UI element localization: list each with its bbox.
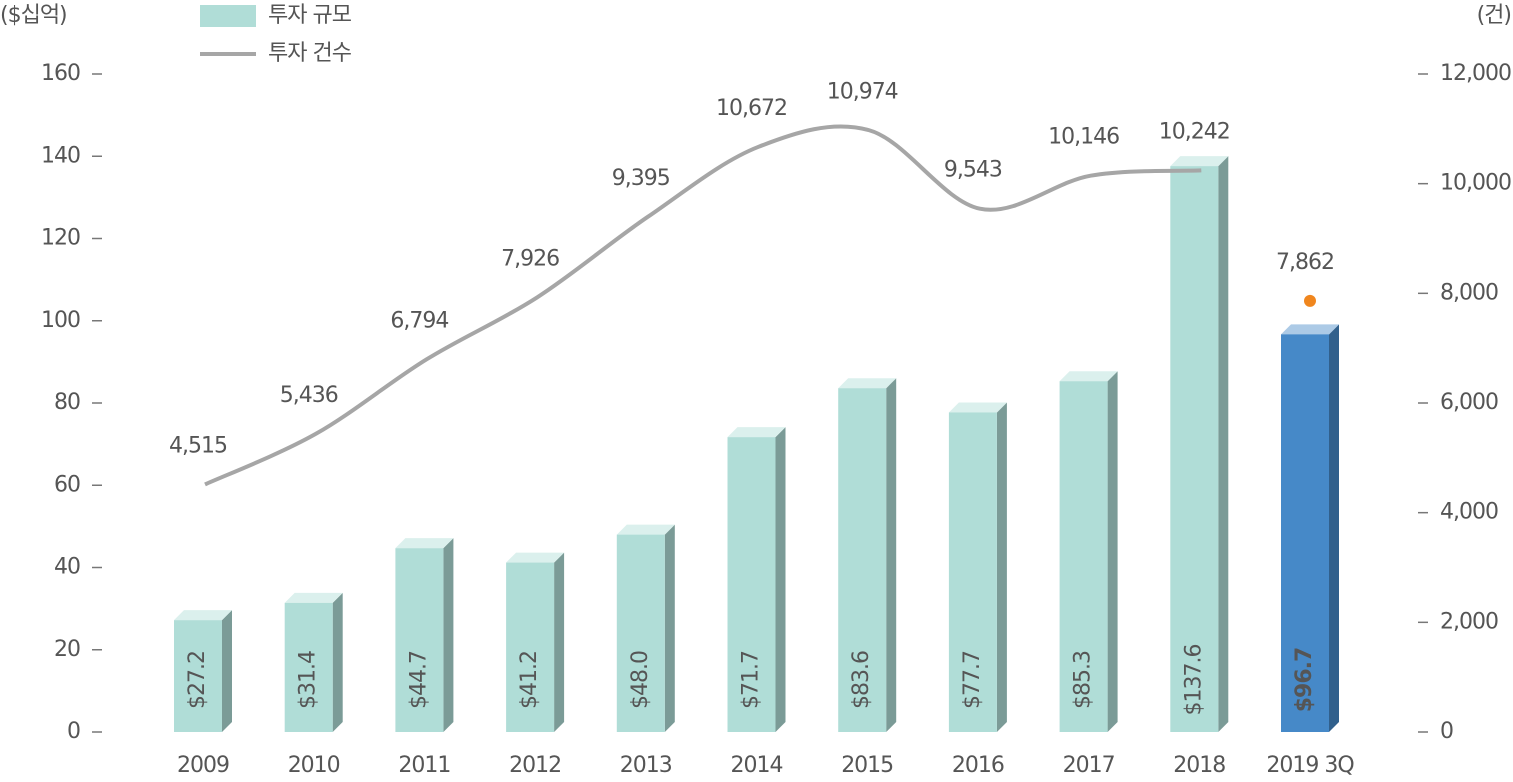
bar-side (222, 610, 232, 732)
y-tick-label: 80 (54, 390, 80, 415)
bar-value-label: $83.6 (849, 651, 874, 709)
x-tick-label: 2017 (1063, 753, 1115, 778)
y-tick-label: 120 (41, 226, 80, 251)
y2-tick-label: 10,000 (1440, 171, 1511, 196)
x-tick-label: 2016 (952, 753, 1004, 778)
legend-label: 투자 규모 (268, 3, 352, 28)
bar (174, 620, 222, 732)
y2-tick-label: 4,000 (1440, 500, 1498, 525)
x-tick-label: 2011 (398, 753, 450, 778)
y-tick-label: 0 (67, 719, 80, 744)
bar-top (506, 552, 565, 563)
bar (1281, 334, 1329, 732)
y-tick-label: 160 (41, 61, 80, 86)
line-value-label: 10,242 (1159, 119, 1230, 144)
legend-swatch (200, 5, 256, 27)
line (204, 124, 1202, 487)
bar-side (996, 402, 1007, 732)
bar-value-label: $96.7 (1292, 648, 1317, 713)
bar-side (554, 552, 565, 732)
x-tick-label: 2013 (620, 753, 672, 778)
bar-top (174, 610, 232, 621)
y-tick-label: 20 (54, 637, 80, 662)
bar-value-label: $27.2 (185, 651, 210, 709)
bar (284, 602, 333, 732)
bar (506, 562, 555, 732)
x-tick-label: 2010 (288, 753, 340, 778)
line-value-label: 10,672 (716, 96, 787, 121)
bar-top (1281, 324, 1339, 335)
legend-label: 투자 건수 (268, 41, 352, 66)
bar-value-label: $77.7 (960, 651, 985, 709)
x-tick-label: 2014 (731, 753, 783, 778)
y-tick-label: 40 (54, 555, 80, 580)
bar-value-label: $71.7 (739, 651, 764, 709)
bar-side (886, 378, 897, 732)
bar-value-label: $48.0 (628, 651, 653, 709)
y2-tick-label: 12,000 (1440, 61, 1511, 86)
bar-side (332, 592, 343, 732)
bar-value-label: $31.4 (296, 651, 321, 709)
bar-top (727, 427, 786, 438)
y2-tick-label: 2,000 (1440, 609, 1498, 634)
y-axis-label: ($십억) (0, 3, 67, 28)
y-tick-label: 60 (54, 472, 80, 497)
bar-side (664, 524, 675, 732)
line-value-label: 9,543 (944, 158, 1002, 183)
bar-top (838, 378, 897, 389)
bar (1170, 166, 1219, 732)
y2-tick-label: 8,000 (1440, 280, 1498, 305)
y-tick-label: 140 (41, 143, 80, 168)
highlight-point (1304, 294, 1316, 307)
bar-top (1170, 156, 1229, 167)
bar-value-label: $85.3 (1071, 651, 1096, 709)
bar (838, 388, 887, 732)
bar-value-label: $44.7 (406, 651, 431, 709)
y2-tick-label: 0 (1440, 719, 1453, 744)
line-value-label: 9,395 (612, 166, 670, 191)
bar (616, 534, 665, 732)
line-value-label: 5,436 (280, 383, 338, 408)
x-tick-label: 2012 (509, 753, 561, 778)
bar (395, 548, 444, 732)
y2-axis-label: (건) (1477, 3, 1511, 28)
bar-side (1329, 324, 1339, 732)
bar-top (948, 402, 1007, 413)
bar (1059, 381, 1108, 732)
bar-side (1218, 156, 1229, 732)
bar-top (395, 538, 454, 549)
bar-top (1059, 371, 1118, 382)
bar-value-label: $41.2 (517, 651, 542, 709)
x-tick-label: 2019 3Q (1266, 753, 1354, 778)
bar (727, 437, 776, 732)
line-value-label: 4,515 (169, 433, 227, 458)
y2-tick-label: 6,000 (1440, 390, 1498, 415)
y-tick-label: 100 (41, 308, 80, 333)
bar-side (1107, 371, 1118, 732)
line-value-label: 10,146 (1048, 125, 1119, 150)
x-tick-label: 2018 (1173, 753, 1225, 778)
line-value-label: 10,974 (827, 79, 898, 104)
bar-side (775, 427, 786, 732)
line-value-label: 7,862 (1276, 250, 1334, 275)
line-value-label: 7,926 (501, 246, 559, 271)
bar (948, 412, 997, 732)
bar-value-label: $137.6 (1181, 645, 1206, 716)
bar-top (616, 524, 675, 535)
x-tick-label: 2015 (841, 753, 893, 778)
line-value-label: 6,794 (390, 308, 448, 333)
bar-top (284, 592, 343, 603)
bar-side (443, 538, 454, 732)
x-tick-label: 2009 (177, 753, 229, 778)
